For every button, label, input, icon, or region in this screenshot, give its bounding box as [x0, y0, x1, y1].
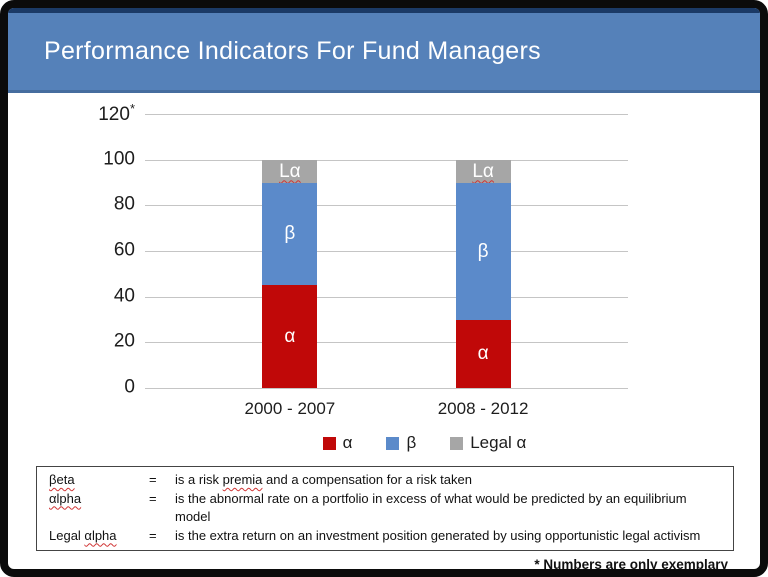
bar-segment-Legal α: Lα [262, 159, 318, 183]
y-tick-label: 60 [113, 239, 135, 261]
bar-segment-α: α [262, 285, 318, 388]
bar-segment-label: Lα [472, 160, 494, 182]
footnote: * Numbers are only exemplary [534, 557, 728, 572]
stacked-bar-chart: 0 20 40 60 80 100 120* Lα β α Lα β α 2000 - 2007 200… [8, 101, 760, 453]
definitions-box: βeta = is a risk premia and a compensati… [36, 466, 734, 551]
definition-term: βeta [49, 472, 75, 487]
definition-equals: = [149, 472, 157, 487]
slide-header: Performance Indicators For Fund Managers [8, 8, 760, 93]
legend-swatch [450, 436, 464, 450]
definition-text: is a risk premia and a compensation for … [175, 472, 472, 487]
bar-segment-label: α [477, 343, 489, 365]
definition-term: αlpha [49, 490, 82, 506]
definition-row-legal-alpha: Legal αlpha = is the extra return on an … [49, 527, 723, 546]
gridline [145, 159, 628, 161]
bar-2000-2007: Lα β α [262, 159, 318, 388]
gridline [145, 114, 628, 115]
definition-row-alpha: αlpha = is the abnormal rate on a portfo… [49, 490, 723, 527]
gridline [145, 296, 628, 298]
bar-segment-Legal α: Lα [455, 159, 511, 183]
gridline [145, 205, 628, 207]
legend: α β Legal α [183, 433, 666, 453]
bar-segment-label: β [284, 223, 296, 245]
y-tick-label: 0 [124, 376, 135, 398]
definition-text: is the extra return on an investment pos… [175, 527, 701, 543]
legend-item-α: α [322, 433, 353, 453]
gridline [145, 388, 628, 389]
x-axis: 2000 - 2007 2008 - 2012 [145, 399, 628, 423]
slide-title: Performance Indicators For Fund Managers [44, 37, 541, 65]
legend-swatch [322, 436, 336, 450]
y-tick-label: 120* [98, 100, 135, 126]
plot-area: Lα β α Lα β α [145, 114, 628, 389]
legend-label: Legal α [470, 433, 527, 452]
definition-text: is the abnormal rate on a portfolio in e… [175, 490, 687, 525]
legend-swatch [386, 436, 400, 450]
definition-row-beta: βeta = is a risk premia and a compensati… [49, 471, 723, 490]
x-axis-label: 2008 - 2012 [437, 399, 529, 418]
legend-item-β: β [386, 433, 416, 453]
y-tick-label: 40 [113, 285, 135, 307]
bar-segment-label: Lα [279, 160, 301, 182]
bar-segment-α: α [455, 319, 511, 388]
bar-segment-label: β [477, 240, 489, 262]
y-tick-label: 100 [103, 148, 135, 170]
gridline [145, 342, 628, 344]
bar-segment-β: β [262, 182, 318, 286]
definition-equals: = [149, 527, 157, 543]
y-tick-label: 20 [113, 330, 135, 352]
legend-label: β [406, 433, 417, 452]
definition-term: Legal αlpha [49, 527, 117, 543]
legend-item-Legal α: Legal α [450, 433, 526, 453]
y-axis: 0 20 40 60 80 100 120* [83, 101, 145, 398]
definition-equals: = [149, 490, 157, 506]
legend-label: α [342, 433, 353, 452]
bar-segment-β: β [455, 182, 511, 320]
bar-2008-2012: Lα β α [455, 159, 511, 388]
gridline [145, 251, 628, 252]
y-tick-label: 80 [113, 193, 135, 215]
bar-segment-label: α [284, 326, 296, 348]
axis-note-asterisk: * [129, 100, 135, 116]
x-axis-label: 2000 - 2007 [244, 399, 336, 418]
